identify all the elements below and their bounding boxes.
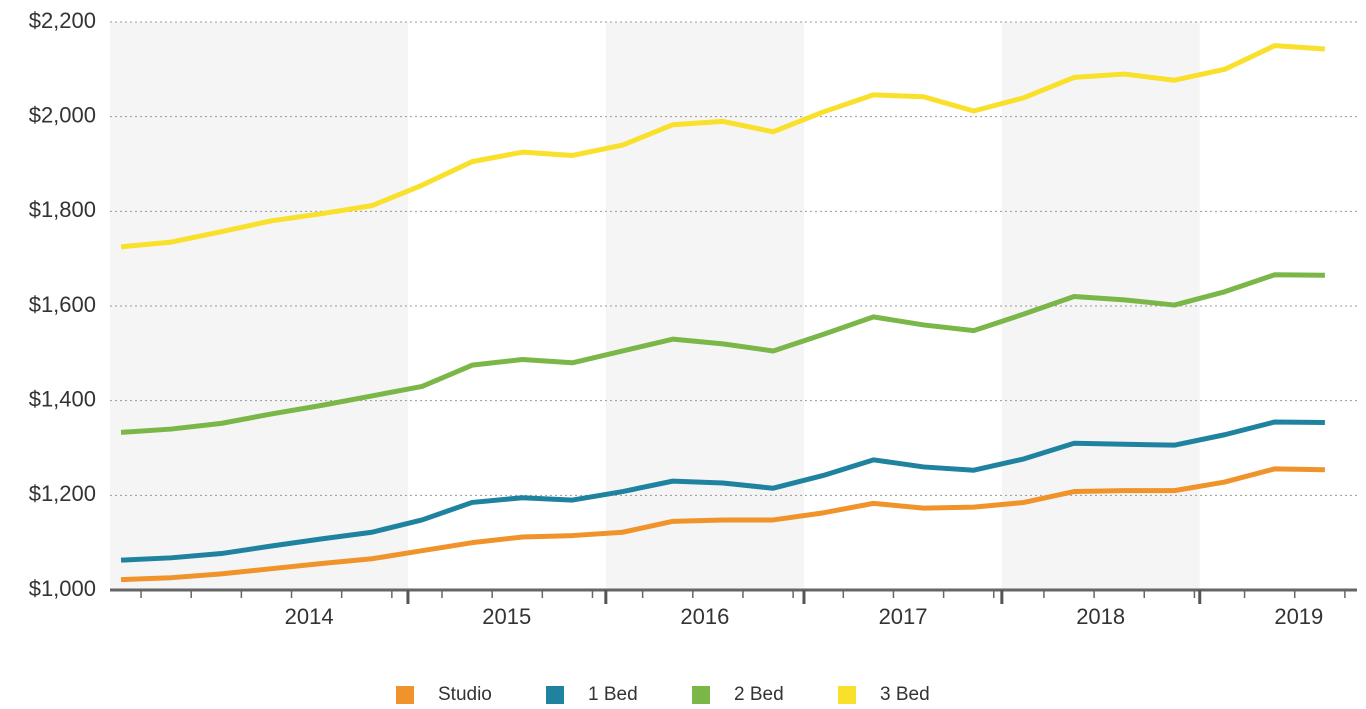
x-tick-label: 2017 (879, 604, 928, 629)
y-tick-label: $1,600 (29, 292, 96, 317)
legend-swatch (396, 686, 414, 704)
x-tick-label: 2015 (482, 604, 531, 629)
legend-label: 2 Bed (734, 684, 784, 705)
y-tick-label: $2,200 (29, 8, 96, 33)
series-line (120, 272, 1325, 435)
series-line (120, 466, 1325, 583)
legend-label: 1 Bed (588, 684, 638, 705)
legend-swatch (692, 686, 710, 704)
x-tick-label: 2019 (1274, 604, 1323, 629)
x-tick-label: 2016 (680, 604, 729, 629)
series-line (120, 419, 1325, 563)
x-tick-label: 2018 (1076, 604, 1125, 629)
legend-label: Studio (438, 684, 492, 705)
legend-swatch (546, 686, 564, 704)
y-tick-label: $2,000 (29, 102, 96, 127)
series-line (120, 43, 1326, 250)
legend-swatch (838, 686, 856, 704)
y-tick-label: $1,400 (29, 386, 96, 411)
y-tick-label: $1,800 (29, 197, 96, 222)
y-tick-label: $1,000 (29, 576, 96, 601)
legend-label: 3 Bed (880, 684, 930, 705)
y-tick-label: $1,200 (29, 481, 96, 506)
year-band (110, 22, 408, 590)
x-tick-label: 2014 (285, 604, 334, 629)
